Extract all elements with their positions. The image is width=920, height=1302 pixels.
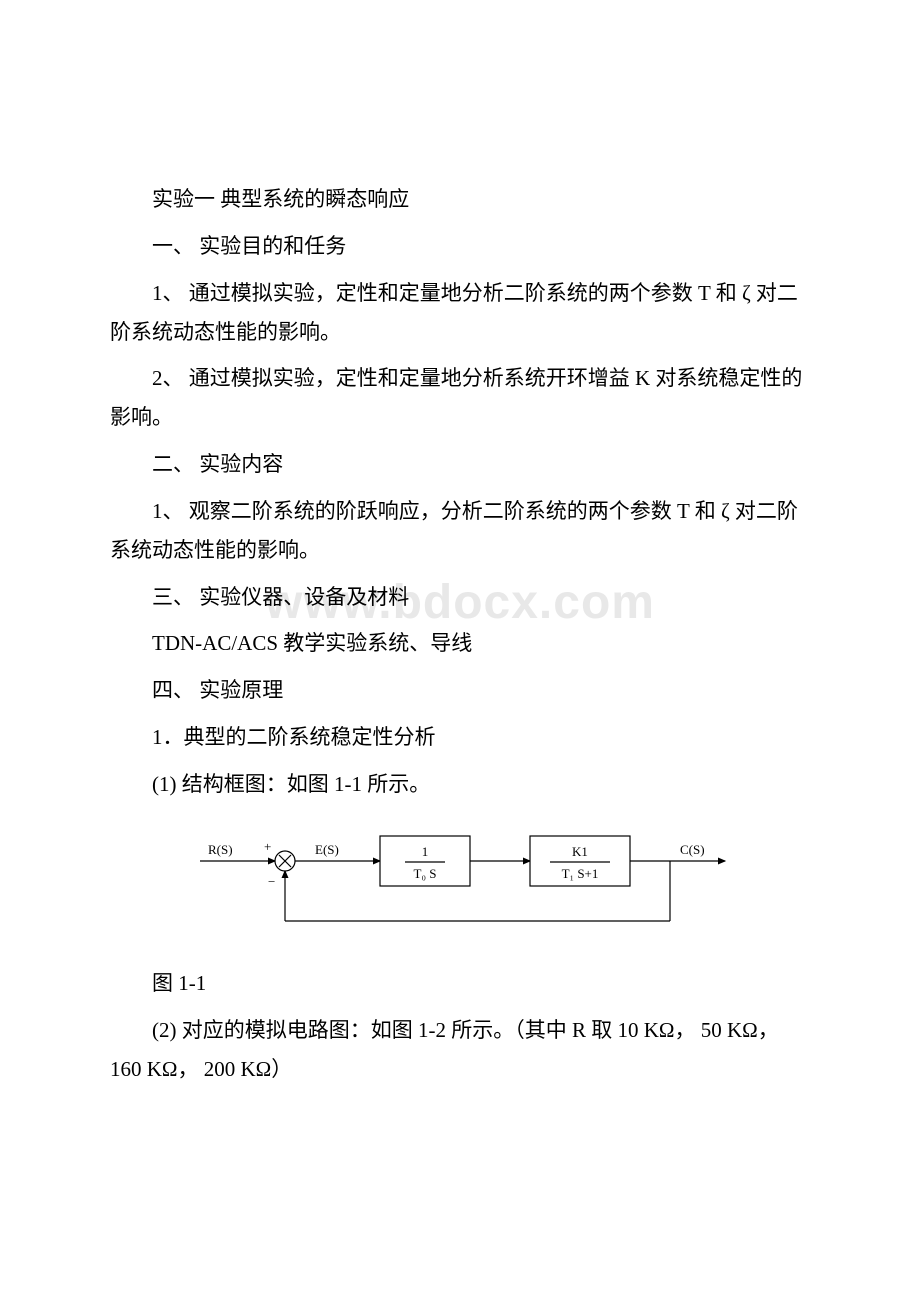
document-page: 实验一 典型系统的瞬态响应 一、 实验目的和任务 1、 通过模拟实验，定性和定量… xyxy=(0,0,920,1176)
para-principle-1: 1．典型的二阶系统稳定性分析 xyxy=(110,718,810,757)
svg-text:T₀ S: T₀ S xyxy=(414,866,437,881)
svg-text:+: + xyxy=(264,839,271,854)
svg-text:−: − xyxy=(268,874,275,889)
svg-text:C(S): C(S) xyxy=(680,842,705,857)
heading-equipment: 三、 实验仪器、设备及材料 xyxy=(110,578,810,617)
heading-content: 二、 实验内容 xyxy=(110,445,810,484)
svg-text:R(S): R(S) xyxy=(208,842,233,857)
title-experiment: 实验一 典型系统的瞬态响应 xyxy=(110,180,810,219)
block-diagram-figure: R(S) + − E(S) 1 T₀ S K1 T₁ S+1 C(S) xyxy=(110,816,810,946)
svg-text:K1: K1 xyxy=(572,844,588,859)
svg-text:E(S): E(S) xyxy=(315,842,339,857)
heading-principle: 四、 实验原理 xyxy=(110,671,810,710)
para-content-1: 1、 观察二阶系统的阶跃响应，分析二阶系统的两个参数 T 和 ζ 对二阶系统动态… xyxy=(110,492,810,570)
para-purpose-1: 1、 通过模拟实验，定性和定量地分析二阶系统的两个参数 T 和 ζ 对二阶系统动… xyxy=(110,274,810,352)
figure-caption: 图 1-1 xyxy=(110,964,810,1003)
para-circuit-intro: (2) 对应的模拟电路图：如图 1-2 所示。（其中 R 取 10 KΩ， 50… xyxy=(110,1011,810,1089)
heading-purpose: 一、 实验目的和任务 xyxy=(110,227,810,266)
para-equipment: TDN-AC/ACS 教学实验系统、导线 xyxy=(110,624,810,663)
block-diagram-svg: R(S) + − E(S) 1 T₀ S K1 T₁ S+1 C(S) xyxy=(180,816,740,946)
para-figure-intro: (1) 结构框图：如图 1-1 所示。 xyxy=(110,765,810,804)
para-purpose-2: 2、 通过模拟实验，定性和定量地分析系统开环增益 K 对系统稳定性的影响。 xyxy=(110,359,810,437)
svg-text:1: 1 xyxy=(422,844,429,859)
svg-text:T₁ S+1: T₁ S+1 xyxy=(562,866,599,881)
